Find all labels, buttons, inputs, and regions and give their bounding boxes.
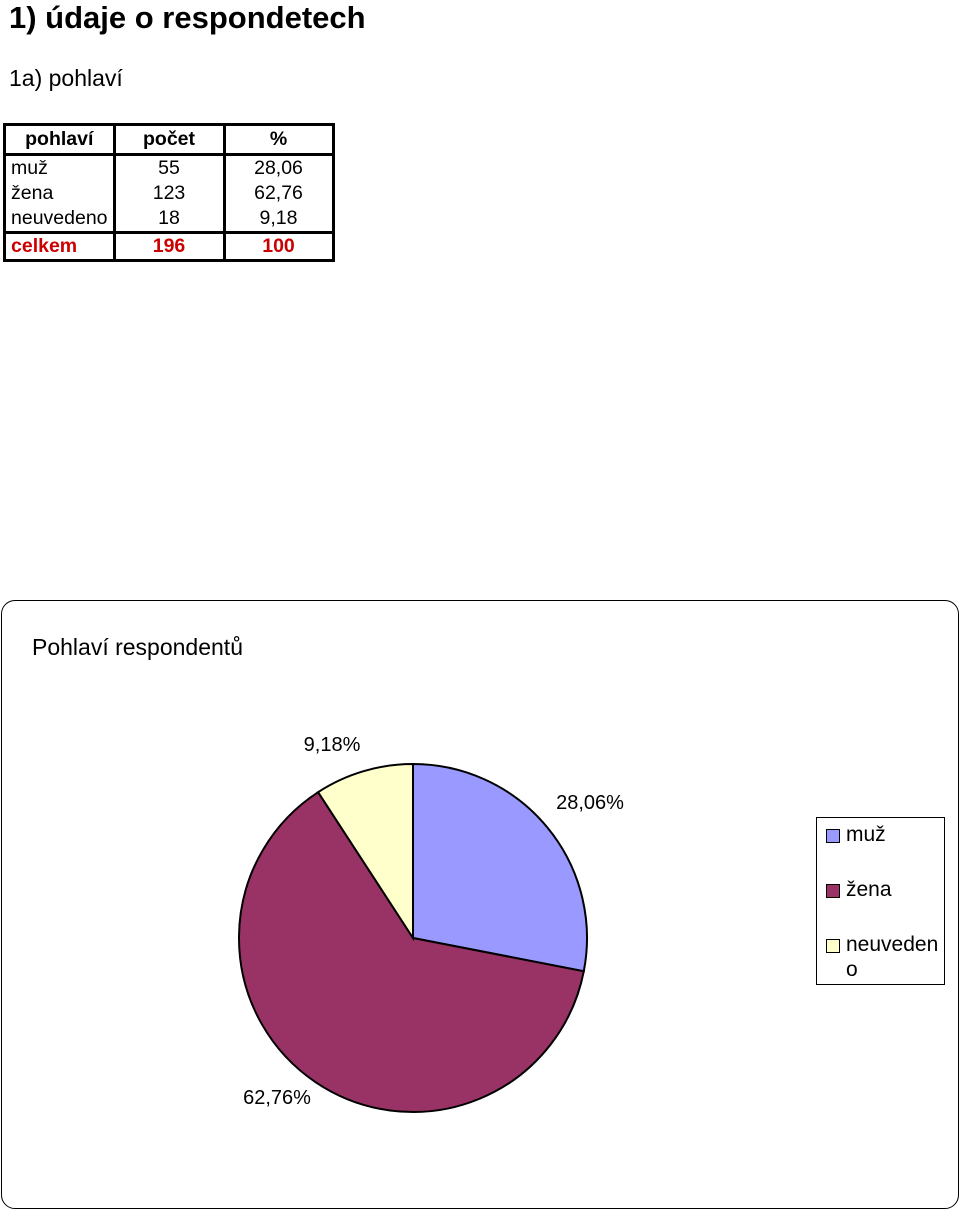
table-row: neuvedeno 18 9,18 xyxy=(4,206,334,233)
header-gender: pohlaví xyxy=(4,124,116,156)
table-header-row: pohlaví počet % xyxy=(4,124,334,156)
page-heading: 1) údaje o respondetech xyxy=(9,0,366,35)
pie-slice-neuvedeno xyxy=(316,762,414,942)
header-percent: % xyxy=(224,124,334,156)
chart-title: Pohlaví respondentů xyxy=(32,634,243,660)
pie-chart: 28,06% 62,76% 9,18% xyxy=(238,734,624,1113)
row-count: 123 xyxy=(114,181,226,206)
row-percent: 28,06 xyxy=(254,157,303,179)
total-count: 196 xyxy=(114,231,226,261)
legend-label: žena xyxy=(846,878,892,901)
row-label: muž xyxy=(4,154,116,181)
legend-swatch xyxy=(826,829,840,843)
pie-slice-muž xyxy=(412,762,588,973)
table-total-row: celkem 196 100 xyxy=(4,231,334,261)
pie-slice-žena xyxy=(238,790,585,1113)
gender-table: pohlaví počet % muž 55 28,06 žena 123 62… xyxy=(3,123,335,262)
legend-label: muž xyxy=(846,823,886,846)
legend-swatch xyxy=(826,884,840,898)
section-subheading: 1a) pohlaví xyxy=(9,65,123,91)
pie-chart-frame: Pohlaví respondentů 28,06% 62,76% 9,18% mu… xyxy=(1,600,959,1209)
row-label: žena xyxy=(4,181,116,206)
row-percent: 62,76 xyxy=(254,182,303,204)
table-row: žena 123 62,76 xyxy=(4,181,334,206)
chart-legend: muž žena neuvedeno xyxy=(816,817,945,985)
row-label: neuvedeno xyxy=(4,206,116,233)
total-label: celkem xyxy=(4,231,116,261)
row-count: 55 xyxy=(114,154,226,181)
data-label: 62,76% xyxy=(243,1087,311,1109)
table-row: muž 55 28,06 xyxy=(4,154,334,181)
total-percent: 100 xyxy=(224,231,334,261)
legend-label: neuvedeno xyxy=(846,933,939,981)
row-count: 18 xyxy=(114,206,226,233)
data-label: 9,18% xyxy=(304,734,361,756)
header-count: počet xyxy=(114,124,226,156)
row-percent: 9,18 xyxy=(259,207,298,229)
legend-swatch xyxy=(826,939,840,953)
data-label: 28,06% xyxy=(556,792,624,814)
